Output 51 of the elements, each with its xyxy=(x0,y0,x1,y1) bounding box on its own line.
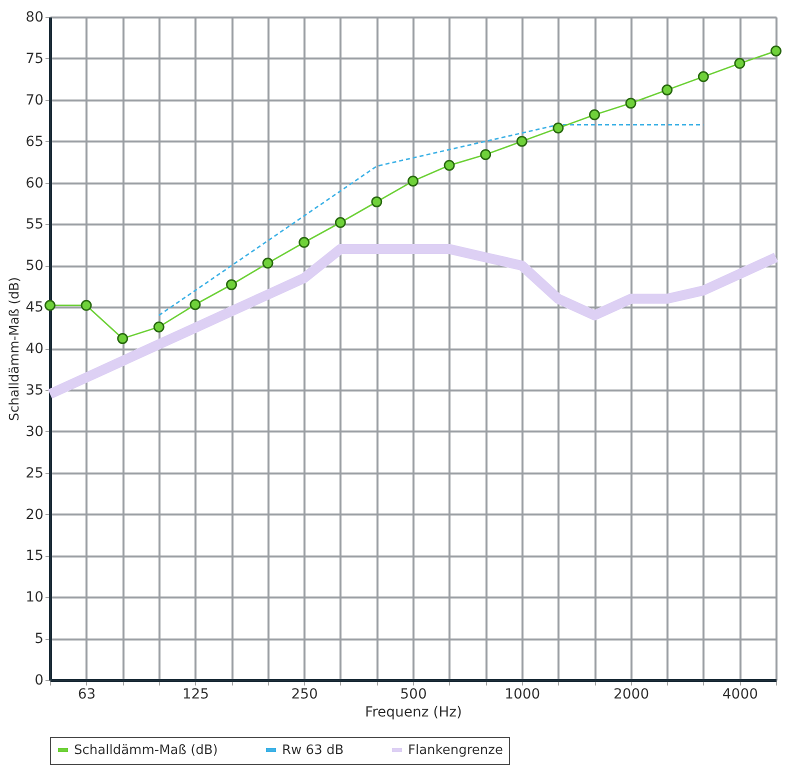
y-tick-label: 10 xyxy=(26,590,44,606)
x-tick-label: 250 xyxy=(291,686,318,702)
point xyxy=(698,71,709,82)
y-tick-label: 50 xyxy=(26,258,44,274)
y-tick-label: 30 xyxy=(26,424,44,440)
point xyxy=(734,58,746,69)
legend-label: Schalldämm-Maß (dB) xyxy=(74,743,218,758)
point xyxy=(80,300,92,311)
point xyxy=(298,236,310,248)
y-tick-label: 40 xyxy=(26,341,44,357)
legend-label: Rw 63 dB xyxy=(282,743,344,758)
y-tick-label: 70 xyxy=(26,92,44,108)
y-tick-label: 35 xyxy=(26,382,44,398)
point xyxy=(226,279,237,290)
y-tick-label: 0 xyxy=(34,672,44,688)
point xyxy=(408,176,418,187)
y-tick-label: 75 xyxy=(26,50,44,67)
point xyxy=(371,196,382,208)
point xyxy=(770,45,782,56)
y-tick-label: 5 xyxy=(34,631,44,648)
line-series xyxy=(158,124,704,316)
y-axis-title: Schalldämm-Maß (dB) xyxy=(8,277,23,421)
x-tick-label: 4000 xyxy=(722,686,758,702)
point xyxy=(262,258,274,269)
legend-label: Flankengrenze xyxy=(408,743,503,758)
x-tick-label: 125 xyxy=(182,686,210,702)
point xyxy=(444,160,455,171)
x-tick-label: 2000 xyxy=(613,686,650,702)
point xyxy=(552,122,564,134)
y-tick-label: 65 xyxy=(26,134,44,150)
point xyxy=(44,300,56,311)
y-tick-label: 15 xyxy=(26,548,44,564)
y-tick-label: 45 xyxy=(26,300,44,316)
point xyxy=(516,136,528,147)
y-tick-label: 25 xyxy=(26,465,44,482)
point xyxy=(480,149,492,160)
point xyxy=(153,321,164,332)
y-tick-label: 20 xyxy=(26,506,44,523)
x-tick-label: 63 xyxy=(78,686,96,702)
x-tick-label: 500 xyxy=(400,686,427,702)
point xyxy=(625,98,636,109)
point xyxy=(190,299,201,310)
point xyxy=(334,217,346,228)
y-tick-label: 80 xyxy=(26,10,44,26)
point xyxy=(117,333,128,344)
point xyxy=(589,109,600,120)
x-axis-title: Frequenz (Hz) xyxy=(365,704,462,720)
y-tick-label: 55 xyxy=(26,216,44,233)
point xyxy=(662,84,673,96)
x-tick-label: 1000 xyxy=(504,686,540,702)
y-tick-label: 60 xyxy=(26,175,44,192)
